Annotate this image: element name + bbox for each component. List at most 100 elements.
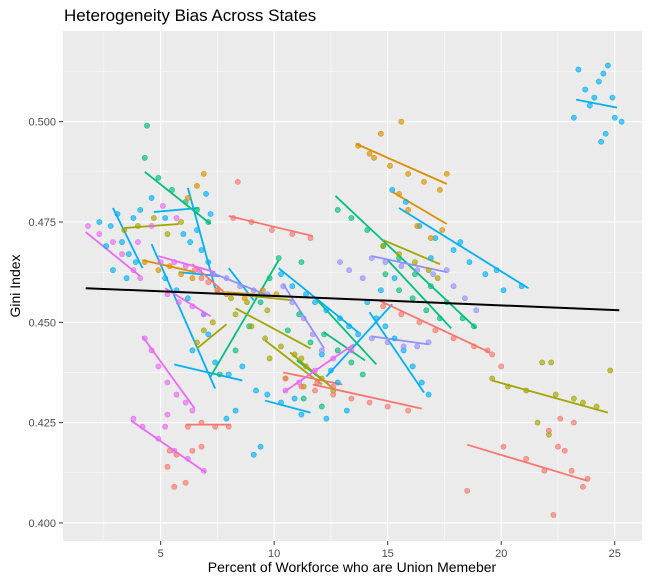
data-point <box>130 215 137 221</box>
data-point <box>171 483 178 490</box>
data-point <box>421 178 427 185</box>
data-point <box>137 275 144 282</box>
data-point <box>184 455 191 462</box>
y-tick-label: 0.400 <box>28 518 56 530</box>
data-point <box>182 479 189 486</box>
data-point <box>223 275 230 282</box>
data-point <box>203 191 209 197</box>
data-point <box>348 395 355 402</box>
data-point <box>466 259 473 266</box>
data-point <box>557 415 564 422</box>
state-trend-line <box>282 343 355 394</box>
state-trend-line <box>371 255 447 274</box>
data-point <box>280 283 287 290</box>
state-trend-line <box>283 371 343 386</box>
data-point <box>541 467 548 474</box>
data-point <box>425 267 432 274</box>
data-point <box>464 487 471 494</box>
data-point <box>366 399 373 406</box>
data-point <box>266 275 273 282</box>
data-point <box>289 299 296 306</box>
data-point <box>180 231 187 237</box>
data-point <box>473 307 480 314</box>
data-point <box>471 323 477 330</box>
data-point <box>196 267 203 274</box>
data-point <box>359 275 366 282</box>
data-point <box>289 231 296 237</box>
data-point <box>230 215 237 221</box>
data-point <box>200 327 207 334</box>
data-point <box>300 315 307 322</box>
state-trend-line <box>174 363 243 382</box>
data-point <box>194 227 200 233</box>
data-point <box>600 70 607 77</box>
x-tick-label: 15 <box>382 548 394 560</box>
data-point <box>602 130 609 137</box>
data-point <box>405 407 412 414</box>
data-point <box>414 223 421 229</box>
data-point <box>489 375 496 382</box>
data-point <box>328 367 334 374</box>
data-point <box>373 315 380 322</box>
data-point <box>257 299 264 306</box>
data-point <box>205 219 212 225</box>
data-point <box>337 315 343 322</box>
data-point <box>207 211 214 217</box>
data-point <box>130 267 137 274</box>
data-point <box>96 231 103 237</box>
data-point <box>384 339 391 346</box>
data-point <box>228 295 234 302</box>
state-trend-line <box>378 299 491 354</box>
data-point <box>493 267 500 274</box>
data-point <box>198 247 205 253</box>
x-axis-ticks: 5 10 15 20 25 <box>158 541 621 560</box>
data-point <box>568 467 575 474</box>
data-point <box>555 443 561 450</box>
data-point <box>275 255 282 262</box>
state-trend-line <box>325 303 393 378</box>
data-point <box>200 170 207 177</box>
data-point <box>364 227 371 233</box>
data-point <box>523 455 530 462</box>
data-point <box>171 259 178 266</box>
data-point <box>182 263 189 270</box>
data-point <box>323 307 330 314</box>
state-trend-line <box>264 339 323 386</box>
data-point <box>289 283 296 290</box>
data-point <box>580 399 586 406</box>
data-point <box>550 512 557 518</box>
data-point <box>523 387 530 394</box>
data-point <box>194 339 200 346</box>
data-point <box>216 371 223 378</box>
data-point <box>584 475 591 482</box>
data-point <box>382 271 389 278</box>
data-point <box>291 395 298 402</box>
data-point <box>189 347 196 354</box>
data-point <box>296 311 303 318</box>
data-point <box>400 343 407 350</box>
data-point <box>505 383 511 390</box>
data-point <box>198 275 205 282</box>
data-point <box>371 154 377 161</box>
x-axis-label: Percent of Workforce who are Union Memeb… <box>208 559 497 575</box>
data-point <box>611 114 618 121</box>
data-point <box>205 279 212 286</box>
state-trend-line <box>491 379 609 414</box>
data-point <box>178 219 184 225</box>
data-point <box>303 363 309 370</box>
data-point <box>391 335 398 342</box>
x-tick-label: 5 <box>158 548 164 560</box>
data-point <box>377 287 384 294</box>
data-point <box>484 347 491 354</box>
data-point <box>309 331 316 338</box>
data-point <box>268 227 275 233</box>
data-point <box>119 251 125 257</box>
data-point <box>187 239 194 245</box>
data-point <box>303 291 309 298</box>
data-point <box>225 371 232 378</box>
data-point <box>618 118 625 125</box>
data-point <box>162 275 169 282</box>
data-point <box>132 259 139 266</box>
data-point <box>119 239 125 245</box>
data-point <box>184 195 191 201</box>
